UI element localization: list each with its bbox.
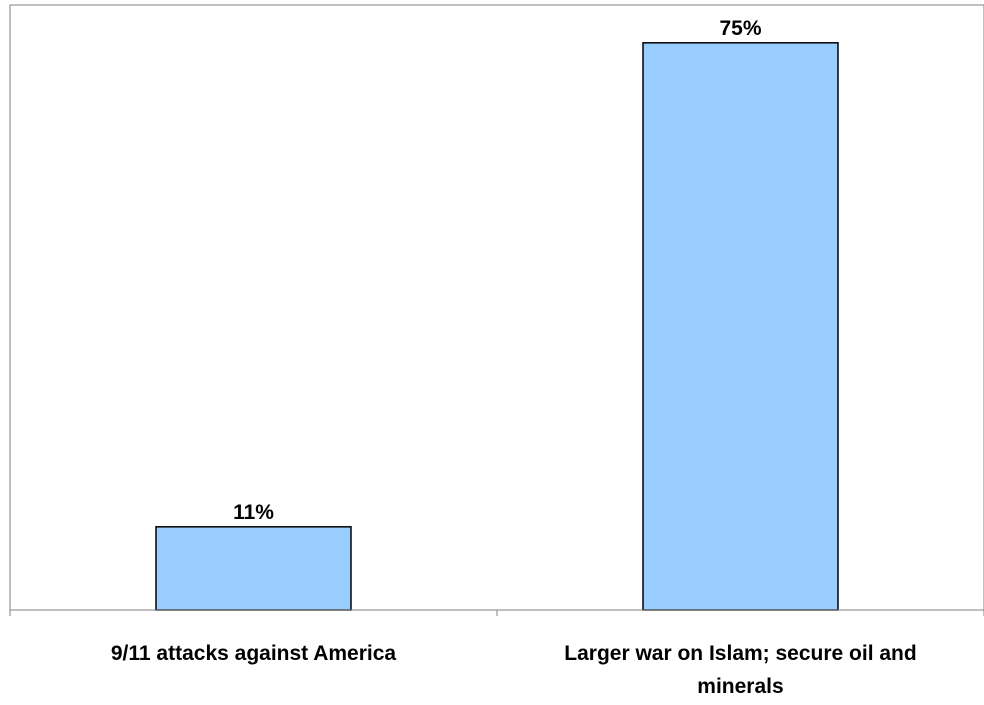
bar xyxy=(155,526,352,611)
bar-value-label: 11% xyxy=(233,501,274,524)
category-label: 9/11 attacks against America xyxy=(111,642,397,665)
bar xyxy=(642,42,839,611)
category-labels-layer: 9/11 attacks against America Larger war o… xyxy=(111,642,917,698)
category-label: Larger war on Islam; secure oil and xyxy=(564,642,916,665)
category-label: minerals xyxy=(697,675,783,698)
bars-layer xyxy=(155,42,839,611)
data-labels-layer: 11% 75% xyxy=(233,17,762,524)
x-axis-ticks xyxy=(9,610,984,616)
bar-value-label: 75% xyxy=(719,17,761,40)
